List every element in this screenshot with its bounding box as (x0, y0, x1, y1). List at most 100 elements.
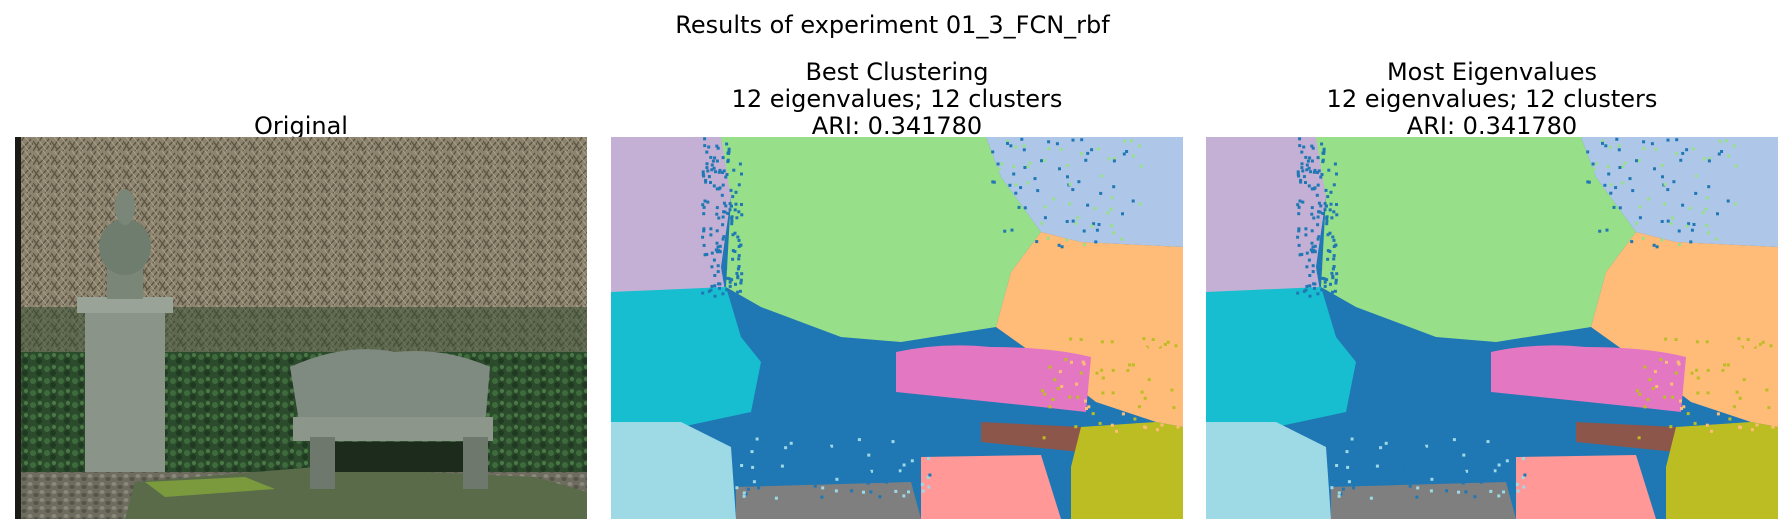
cluster-speckle (774, 496, 778, 500)
cluster-speckle (730, 219, 734, 223)
cluster-speckle (1666, 219, 1670, 223)
cluster-speckle (710, 168, 714, 172)
cluster-speckle (1506, 477, 1510, 481)
cluster-speckle (921, 489, 925, 493)
cluster-speckle (1305, 251, 1309, 255)
cluster-speckle (1690, 371, 1694, 375)
cluster-speckle (1313, 244, 1317, 248)
cluster-speckle (1617, 144, 1621, 148)
cluster-speckle (1732, 405, 1736, 409)
cluster-speckle (1003, 229, 1007, 233)
cluster-speckle (1521, 443, 1525, 447)
cluster-speckle (1672, 180, 1676, 184)
cluster-speckle (1329, 190, 1333, 194)
cluster-speckle (1053, 378, 1057, 382)
cluster-speckle (1591, 162, 1595, 166)
cluster-speckle (1316, 156, 1320, 160)
cluster-speckle (715, 241, 719, 245)
cluster-speckle (1621, 165, 1625, 169)
cluster-speckle (705, 252, 709, 256)
cluster-speckle (1333, 296, 1337, 300)
cluster-speckle (706, 200, 710, 204)
cluster-speckle (1302, 289, 1306, 293)
cluster-speckle (1174, 344, 1178, 348)
cluster-speckle (1330, 271, 1334, 275)
cluster-speckle (1302, 145, 1306, 149)
cluster-speckle (850, 475, 854, 479)
cluster-speckle (1118, 385, 1122, 389)
cluster-speckle (1310, 206, 1314, 210)
cluster-speckle (1010, 228, 1014, 232)
cluster-speckle (735, 271, 739, 275)
cluster-speckle (1473, 495, 1477, 499)
cluster-speckle (1308, 294, 1312, 298)
cluster-speckle (1345, 450, 1349, 454)
cluster-speckle (1071, 138, 1075, 142)
cluster-speckle (830, 444, 834, 448)
cluster-speckle (1497, 463, 1501, 467)
cluster-speckle (1694, 191, 1698, 195)
cluster-speckle (1635, 221, 1639, 225)
cluster-speckle (1086, 151, 1090, 155)
cluster-speckle (1081, 360, 1085, 364)
panel-title: Best Clustering 12 eigenvalues; 12 clust… (611, 59, 1183, 140)
cluster-speckle (1653, 167, 1656, 171)
cluster-speckle (1146, 361, 1150, 365)
cluster-speckle (707, 175, 711, 179)
cluster-speckle (1612, 205, 1616, 209)
cluster-speckle (1326, 233, 1330, 237)
cluster-speckle (1166, 340, 1170, 344)
cluster-speckle (1058, 167, 1061, 171)
cluster-speckle (1142, 337, 1146, 341)
cluster-speckle (1323, 284, 1327, 288)
cluster-speckle (1669, 425, 1673, 429)
cluster-speckle (1319, 266, 1323, 270)
cluster-speckle (701, 235, 705, 239)
cluster-speckle (722, 210, 726, 214)
cluster-speckle (896, 478, 899, 481)
cluster-speckle (1154, 360, 1158, 364)
cluster-speckle (1322, 149, 1326, 153)
cluster-speckle (1320, 142, 1324, 146)
cluster-speckle (1305, 168, 1309, 172)
cluster-speckle (1689, 357, 1693, 361)
cluster-speckle (1318, 458, 1322, 462)
cluster-speckle (820, 495, 824, 499)
cluster-speckle (1707, 401, 1711, 404)
cluster-speckle (1753, 364, 1757, 368)
cluster-speckle (1298, 137, 1302, 141)
cluster-speckle (1755, 423, 1759, 427)
cluster-speckle (1012, 172, 1016, 176)
cluster-speckle (1157, 375, 1161, 379)
cluster-speckle (1317, 235, 1321, 239)
cluster-speckle (1677, 362, 1681, 366)
cluster-speckle (1630, 240, 1634, 244)
cluster-speckle (1604, 144, 1608, 148)
cluster-speckle (1147, 378, 1151, 382)
cluster-speckle (898, 448, 902, 452)
cluster-speckle (1321, 158, 1325, 162)
cluster-speckle (1065, 348, 1069, 352)
cluster-speckle (734, 190, 738, 194)
cluster-speckle (1715, 237, 1719, 241)
panel-title-line: ARI: 0.341780 (811, 112, 983, 140)
cluster-speckle (1014, 191, 1018, 195)
cluster-speckle (718, 286, 721, 290)
cluster-speckle (1735, 429, 1739, 433)
cluster-speckle (1322, 147, 1326, 151)
cluster-speckle (1316, 292, 1320, 296)
cluster-speckle (1701, 211, 1705, 215)
cluster-region (986, 137, 1183, 247)
cluster-speckle (1051, 398, 1055, 401)
cluster-speckle (1757, 346, 1760, 350)
cluster-speckle (1014, 183, 1018, 187)
cluster-speckle (1006, 139, 1010, 143)
cluster-speckle (734, 282, 737, 286)
cluster-speckle (737, 245, 741, 248)
cluster-speckle (1408, 484, 1412, 488)
cluster-speckle (737, 183, 741, 187)
cluster-speckle (1751, 384, 1755, 388)
cluster-speckle (721, 223, 725, 227)
cluster-speckle (737, 257, 741, 261)
cluster-speckle (1300, 252, 1304, 256)
